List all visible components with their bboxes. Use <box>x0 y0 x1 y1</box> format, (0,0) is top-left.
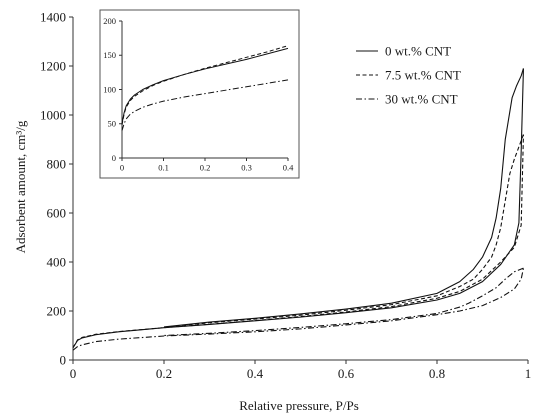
main-x-tick-label: 0.4 <box>247 366 264 381</box>
main-series-2-adsorption-line <box>72 134 524 349</box>
inset-frame <box>99 9 300 179</box>
main-y-tick-label: 1200 <box>40 59 66 74</box>
inset-y-tick-label: 200 <box>103 16 116 26</box>
inset-series-2-line <box>121 45 289 126</box>
legend-label-3: 30 wt.% CNT <box>385 92 458 107</box>
main-series-2-desorption-line <box>163 134 524 328</box>
inset-x-tick-label: 0.1 <box>158 163 169 173</box>
inset-series-1-line <box>121 47 289 124</box>
main-y-tick-label: 600 <box>47 206 67 221</box>
main-y-tick-label: 400 <box>47 255 67 270</box>
inset-y-tick-label: 50 <box>108 119 117 129</box>
main-x-tick-label: 0.2 <box>156 366 172 381</box>
inset-x-tick-label: 0 <box>120 163 124 173</box>
inset-x-tick-label: 0.3 <box>241 163 252 173</box>
legend: 0 wt.% CNT 7.5 wt.% CNT 30 wt.% CNT <box>356 44 461 107</box>
inset-series-3-line <box>121 79 289 131</box>
inset-chart: 0 0.1 0.2 0.3 0.4 0 50 100 150 200 <box>99 9 300 179</box>
main-x-tick-label: 0 <box>70 366 77 381</box>
main-y-tick-label: 1000 <box>40 108 66 123</box>
main-series-3-adsorption-line <box>72 268 524 351</box>
inset-y-tick-label: 0 <box>112 153 116 163</box>
inset-y-tick-label: 150 <box>103 50 116 60</box>
inset-x-tick-label: 0.2 <box>200 163 211 173</box>
main-y-tick-label: 800 <box>47 157 67 172</box>
inset-y-tick-label: 100 <box>103 84 116 94</box>
inset-x-tick-label: 0.4 <box>283 163 294 173</box>
main-y-tick-label: 1400 <box>40 10 66 25</box>
x-axis-label: Relative pressure, P/Ps <box>239 398 359 413</box>
y-axis-label: Adsorbent amount, cm³/g <box>13 120 28 253</box>
legend-label-2: 7.5 wt.% CNT <box>385 68 461 83</box>
main-x-tick-label: 0.8 <box>429 366 445 381</box>
main-series-1-desorption-line <box>163 68 524 328</box>
main-x-tick-label: 0.6 <box>338 366 355 381</box>
legend-label-1: 0 wt.% CNT <box>385 44 451 59</box>
main-y-tick-label: 200 <box>47 304 67 319</box>
main-x-tick-label: 1 <box>525 366 532 381</box>
main-y-tick-label: 0 <box>60 353 67 368</box>
